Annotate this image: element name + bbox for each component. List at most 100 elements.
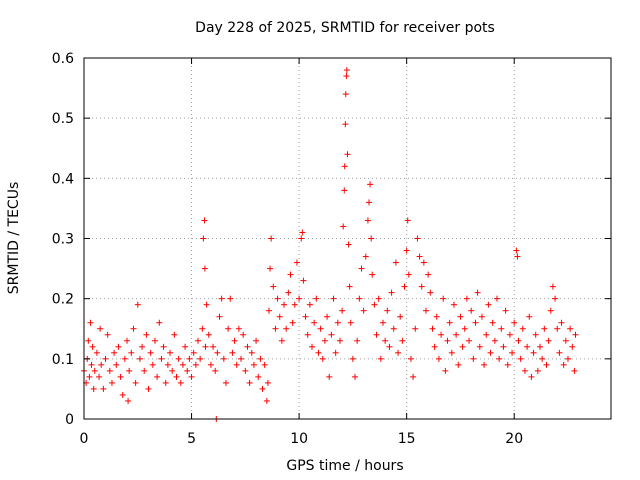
data-point — [289, 319, 296, 326]
data-point — [250, 361, 257, 368]
data-point — [485, 301, 492, 308]
data-point — [190, 349, 197, 356]
data-point — [343, 73, 350, 80]
data-point — [476, 343, 483, 350]
data-point — [552, 295, 559, 302]
data-point — [186, 355, 193, 362]
data-point — [487, 349, 494, 356]
data-point — [470, 355, 477, 362]
data-point — [549, 283, 556, 290]
data-point — [162, 379, 169, 386]
data-point — [539, 355, 546, 362]
data-point — [410, 373, 417, 380]
data-point — [328, 331, 335, 338]
data-point — [248, 349, 255, 356]
data-point — [268, 235, 275, 242]
data-point — [147, 349, 154, 356]
data-point — [513, 247, 520, 254]
data-point — [343, 67, 350, 74]
data-point — [440, 295, 447, 302]
data-point — [238, 355, 245, 362]
data-point — [491, 337, 498, 344]
data-point — [89, 343, 96, 350]
data-point — [341, 163, 348, 170]
data-point — [313, 295, 320, 302]
data-point — [299, 229, 306, 236]
y-tick-label: 0.4 — [52, 171, 74, 187]
data-point — [130, 325, 137, 332]
data-point — [291, 301, 298, 308]
data-point — [541, 325, 548, 332]
data-point — [240, 331, 247, 338]
data-point — [214, 349, 221, 356]
data-point — [220, 355, 227, 362]
data-point — [115, 343, 122, 350]
data-point — [375, 295, 382, 302]
data-point — [164, 361, 171, 368]
data-point — [405, 271, 412, 278]
data-point — [481, 361, 488, 368]
data-point — [156, 319, 163, 326]
data-point — [431, 343, 438, 350]
data-point — [257, 355, 264, 362]
data-point — [160, 343, 167, 350]
data-point — [572, 331, 579, 338]
data-point — [334, 319, 341, 326]
data-point — [483, 331, 490, 338]
data-point — [371, 301, 378, 308]
data-point — [399, 337, 406, 344]
data-point — [102, 355, 109, 362]
data-point — [304, 331, 311, 338]
data-point — [332, 349, 339, 356]
data-point — [113, 361, 120, 368]
data-point — [87, 319, 94, 326]
data-point — [446, 319, 453, 326]
data-point — [373, 331, 380, 338]
y-tick-label: 0 — [65, 412, 74, 428]
data-point — [98, 361, 105, 368]
data-point — [202, 343, 209, 350]
data-point — [222, 379, 229, 386]
data-point — [354, 337, 361, 344]
data-point — [346, 283, 353, 290]
data-point — [345, 241, 352, 248]
data-point — [562, 337, 569, 344]
data-point — [442, 367, 449, 374]
data-point — [242, 367, 249, 374]
x-axis-label: GPS time / hours — [286, 458, 403, 474]
data-point — [448, 349, 455, 356]
data-point — [136, 355, 143, 362]
data-point — [414, 235, 421, 242]
data-point — [466, 337, 473, 344]
data-point — [560, 361, 567, 368]
data-point — [571, 367, 578, 374]
data-point — [91, 367, 98, 374]
y-tick-label: 0.5 — [52, 111, 74, 127]
data-point — [227, 295, 234, 302]
data-point — [347, 319, 354, 326]
data-point — [287, 271, 294, 278]
data-point — [200, 235, 207, 242]
data-point — [311, 319, 318, 326]
data-point — [199, 325, 206, 332]
data-point — [514, 253, 521, 260]
data-point — [532, 331, 539, 338]
data-point — [293, 259, 300, 266]
data-point — [184, 367, 191, 374]
data-point — [173, 373, 180, 380]
data-point — [416, 253, 423, 260]
data-point — [229, 349, 236, 356]
data-point — [265, 307, 272, 314]
data-point — [197, 355, 204, 362]
data-point — [344, 151, 351, 158]
data-point — [423, 307, 430, 314]
data-point — [255, 373, 262, 380]
data-point — [528, 373, 535, 380]
data-point — [502, 307, 509, 314]
data-point — [93, 349, 100, 356]
data-point — [125, 397, 132, 404]
data-point — [420, 259, 427, 266]
data-point — [404, 217, 411, 224]
data-point — [369, 271, 376, 278]
data-point — [569, 343, 576, 350]
